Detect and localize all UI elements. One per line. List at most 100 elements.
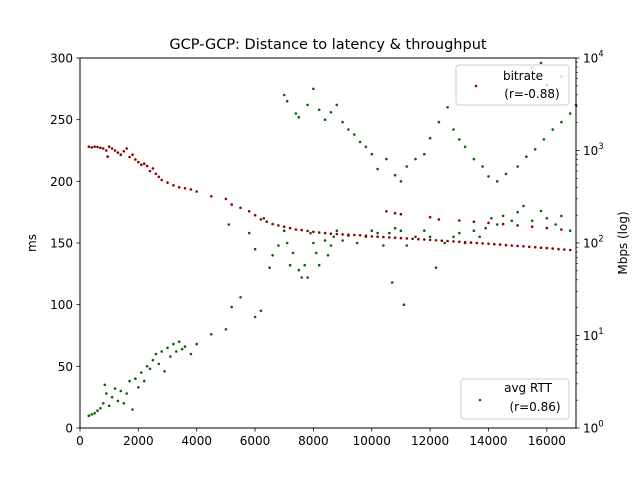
data-point [116, 151, 120, 154]
data-point [277, 224, 280, 227]
legend-bitrate: bitrate (r=-0.88) [455, 64, 570, 106]
data-point [533, 148, 537, 151]
data-point [475, 241, 479, 245]
data-point [414, 235, 417, 239]
x-tick-label: 8000 [298, 434, 329, 448]
data-point [501, 214, 505, 218]
data-point [560, 120, 563, 124]
data-point [382, 244, 385, 247]
data-point [125, 147, 128, 150]
data-point [224, 197, 228, 201]
data-point [294, 228, 298, 231]
data-point [390, 281, 394, 284]
data-point [177, 340, 181, 344]
data-point [110, 395, 114, 399]
data-point [131, 153, 134, 156]
data-point [268, 266, 271, 270]
data-point [175, 350, 178, 353]
data-point [355, 241, 359, 245]
data-point [472, 220, 476, 223]
data-point [169, 355, 172, 358]
data-point [259, 309, 263, 313]
series-bitrate [87, 145, 572, 252]
data-point [358, 140, 362, 144]
data-point [172, 342, 175, 346]
legend-label-avg-rtt: avg RTT [504, 381, 552, 395]
data-point [119, 153, 123, 156]
data-point [282, 229, 286, 232]
data-point [113, 149, 117, 152]
legend-stat-avg-rtt: (r=0.86) [509, 400, 560, 414]
x-tick-label: 12000 [411, 434, 449, 448]
data-point [142, 379, 146, 383]
data-point [423, 152, 426, 156]
data-point [140, 371, 143, 374]
data-point [516, 224, 519, 227]
data-point [253, 315, 257, 319]
data-point [210, 333, 213, 336]
data-point [402, 303, 406, 307]
data-point [107, 145, 111, 148]
data-point [545, 226, 549, 230]
data-point [110, 147, 114, 150]
y-axis-right-label: Mbps (log) [616, 211, 630, 274]
data-point [189, 352, 193, 356]
data-point [498, 243, 502, 246]
data-point [560, 214, 563, 218]
data-point [393, 226, 397, 230]
data-point [180, 347, 184, 351]
data-point [463, 240, 467, 244]
data-point [405, 165, 409, 168]
data-point [385, 157, 388, 161]
data-point [154, 172, 158, 176]
data-point [163, 370, 166, 373]
data-point [493, 242, 496, 246]
data-point [563, 248, 566, 251]
data-point [551, 128, 554, 131]
data-point [393, 236, 397, 239]
data-point [113, 387, 117, 390]
data-point [484, 226, 487, 230]
data-point [358, 234, 362, 237]
data-point [463, 145, 467, 149]
data-point [376, 231, 379, 235]
data-point [106, 155, 109, 158]
data-point [323, 118, 327, 121]
data-point [490, 217, 493, 220]
data-point [458, 231, 461, 235]
legend-avg-rtt: avg RTT (r=0.86) [460, 378, 570, 420]
data-point [388, 231, 391, 235]
data-point [568, 229, 572, 232]
data-point [282, 225, 286, 228]
data-point [306, 103, 309, 107]
data-point [131, 408, 134, 411]
data-point [183, 345, 187, 348]
data-point [172, 184, 175, 187]
data-point [326, 254, 330, 257]
y-left-tick-label: 200 [50, 175, 73, 189]
data-point [285, 241, 289, 245]
data-point [230, 305, 233, 309]
data-point [87, 145, 91, 148]
data-point [428, 238, 432, 242]
data-point [183, 187, 187, 190]
data-point [399, 236, 403, 240]
data-point [545, 217, 549, 220]
data-point [312, 87, 315, 91]
data-point [87, 414, 91, 418]
data-point [102, 147, 105, 150]
x-tick-label: 16000 [528, 434, 566, 448]
data-point [239, 206, 242, 210]
data-point [487, 242, 490, 246]
data-point [528, 245, 531, 249]
data-point [151, 358, 155, 362]
data-point [265, 220, 269, 223]
data-point [539, 61, 543, 65]
data-point [481, 165, 484, 168]
x-tick-label: 14000 [469, 434, 507, 448]
data-point [329, 111, 333, 114]
data-point [560, 228, 563, 231]
data-point [353, 133, 356, 136]
data-point [271, 222, 274, 226]
